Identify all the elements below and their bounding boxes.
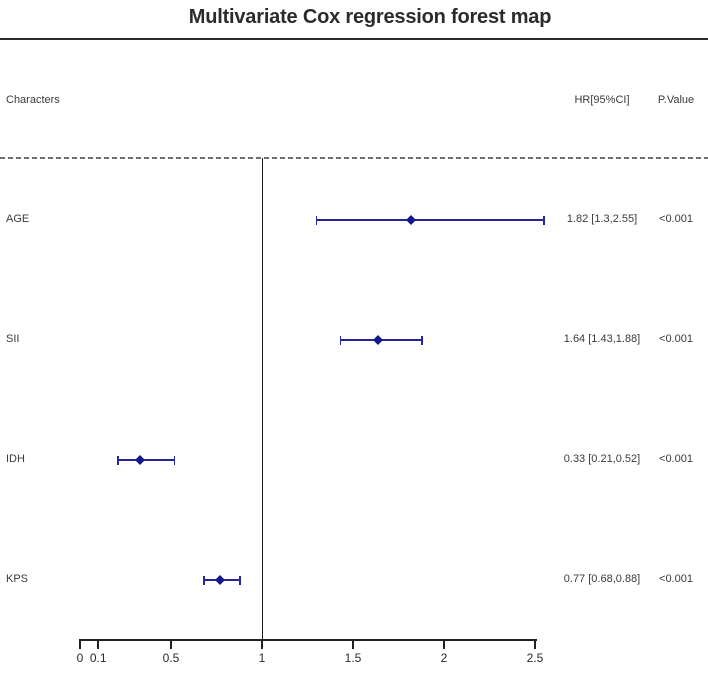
ci-cap-high <box>421 335 423 345</box>
hr-point-marker <box>135 455 145 465</box>
ci-cap-high <box>543 215 545 225</box>
x-axis-tick-label: 0 <box>76 651 84 665</box>
ci-cap-high <box>173 455 176 465</box>
hr-point-marker <box>215 575 226 585</box>
row-label: SII <box>6 333 20 345</box>
p-value: <0.001 <box>659 573 693 585</box>
column-header-pvalue: P.Value <box>657 94 695 106</box>
ci-cap-low <box>339 335 341 345</box>
hr-point-marker <box>406 215 417 225</box>
x-axis-tick-label: 0.1 <box>89 651 107 665</box>
x-axis-tick <box>352 639 354 649</box>
ci-cap-low <box>117 455 119 465</box>
hr-ci-value: 1.64 [1.43,1.88] <box>563 333 641 345</box>
x-axis-tick-label: 2 <box>440 651 448 665</box>
column-header-characters: Characters <box>6 94 60 106</box>
x-axis-tick <box>443 639 445 649</box>
x-axis-tick <box>170 639 172 649</box>
p-value: <0.001 <box>659 453 693 465</box>
x-axis-tick <box>97 639 99 649</box>
hr-point-marker <box>373 335 384 345</box>
x-axis-tick <box>79 639 81 649</box>
row-label: AGE <box>6 213 30 225</box>
ci-line <box>118 459 175 461</box>
x-axis-tick <box>261 639 263 649</box>
x-axis-tick-label: 1 <box>258 651 266 665</box>
x-axis-tick-label: 1.5 <box>344 651 362 665</box>
x-axis-tick-label: 0.5 <box>162 651 180 665</box>
hr-ci-value: 0.77 [0.68,0.88] <box>563 573 641 585</box>
reference-line-hr-1 <box>261 158 263 640</box>
row-label: KPS <box>6 573 29 585</box>
x-axis-line <box>80 639 537 641</box>
ci-cap-low <box>203 575 205 585</box>
x-axis-tick-label: 2.5 <box>526 651 544 665</box>
hr-ci-value: 0.33 [0.21,0.52] <box>563 453 641 465</box>
ci-cap-low <box>315 215 318 225</box>
column-header-hr-ci: HR[95%CI] <box>574 94 630 106</box>
hr-ci-value: 1.82 [1.3,2.55] <box>566 213 638 225</box>
ci-cap-high <box>239 575 241 585</box>
title-divider <box>0 38 708 40</box>
ci-line <box>316 219 545 221</box>
row-label: IDH <box>6 453 25 465</box>
header-dashed-divider <box>0 157 708 159</box>
x-axis-tick <box>534 639 536 649</box>
chart-title: Multivariate Cox regression forest map <box>188 6 552 28</box>
p-value: <0.001 <box>659 213 693 225</box>
p-value: <0.001 <box>659 333 693 345</box>
